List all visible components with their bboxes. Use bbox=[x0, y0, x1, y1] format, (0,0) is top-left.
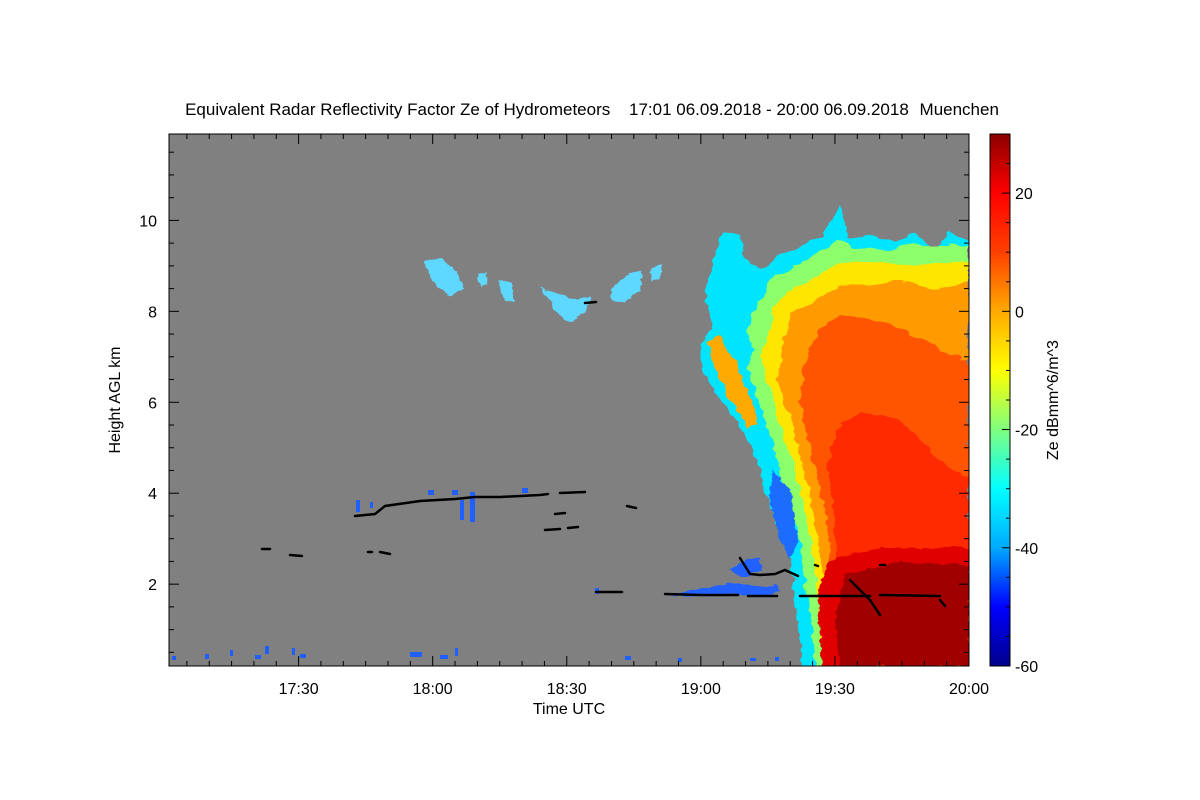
x-tick-label: 19:00 bbox=[681, 681, 721, 698]
x-tick-label: 17:30 bbox=[279, 681, 319, 698]
det-4km bbox=[353, 492, 550, 518]
black-detections bbox=[260, 300, 947, 617]
det-1p7 bbox=[663, 592, 779, 598]
det-dots-right bbox=[813, 563, 947, 608]
cirrus-4 bbox=[540, 288, 592, 322]
core-darkred bbox=[835, 562, 969, 666]
y-tick-label: 6 bbox=[148, 395, 157, 412]
colorbar-label: Ze dBmm^6/m^3 bbox=[1045, 340, 1062, 460]
x-tick-label: 18:00 bbox=[413, 681, 453, 698]
det-8km bbox=[583, 300, 598, 305]
y-tick-label: 8 bbox=[148, 304, 157, 321]
x-tick-label: 18:30 bbox=[547, 681, 587, 698]
colorbar-tick-label: 0 bbox=[1015, 304, 1024, 321]
colorbar-tick-label: -60 bbox=[1015, 659, 1038, 676]
colorbar-tick-label: -40 bbox=[1015, 541, 1038, 558]
cirrus-3 bbox=[498, 280, 514, 302]
storm-base-blue bbox=[770, 470, 798, 560]
x-tick-label: 20:00 bbox=[949, 681, 989, 698]
det-4km-b bbox=[558, 490, 587, 495]
det-4km-c bbox=[625, 504, 638, 510]
y-tick-label: 10 bbox=[139, 213, 157, 230]
cirrus-1 bbox=[424, 258, 465, 296]
y-axis-label: Height AGL km bbox=[107, 346, 124, 453]
plot-frame bbox=[168, 133, 970, 667]
y-axis: 2 4 6 8 10 bbox=[139, 151, 969, 653]
ground-speckles bbox=[172, 646, 779, 662]
det-3km bbox=[543, 511, 580, 532]
x-tick-label: 19:30 bbox=[815, 681, 855, 698]
cirrus-6 bbox=[650, 264, 662, 282]
precip-core bbox=[818, 548, 969, 666]
chart-title: Equivalent Radar Reflectivity Factor Ze … bbox=[185, 100, 999, 119]
storm-tongue-inner bbox=[706, 335, 758, 428]
colorbar-tick-label: 20 bbox=[1015, 186, 1033, 203]
x-axis-label: Time UTC bbox=[533, 701, 605, 718]
det-2p7a bbox=[260, 547, 392, 558]
y-tick-label: 4 bbox=[148, 486, 157, 503]
det-upper-dots bbox=[738, 556, 882, 617]
cirrus-2 bbox=[478, 272, 488, 286]
x-axis: 17:30 18:00 18:30 19:00 19:30 20:00 bbox=[186, 134, 989, 698]
det-1p7-core bbox=[798, 593, 942, 598]
low-blue-band bbox=[668, 582, 780, 597]
colorbar-axis: 20 0 -20 -40 -60 bbox=[1002, 133, 1038, 676]
y-tick-label: 2 bbox=[148, 577, 157, 594]
colorbar-tick-label: -20 bbox=[1015, 423, 1038, 440]
echo-layer bbox=[172, 205, 969, 666]
cirrus-5 bbox=[610, 270, 642, 302]
cirrus bbox=[424, 258, 662, 322]
